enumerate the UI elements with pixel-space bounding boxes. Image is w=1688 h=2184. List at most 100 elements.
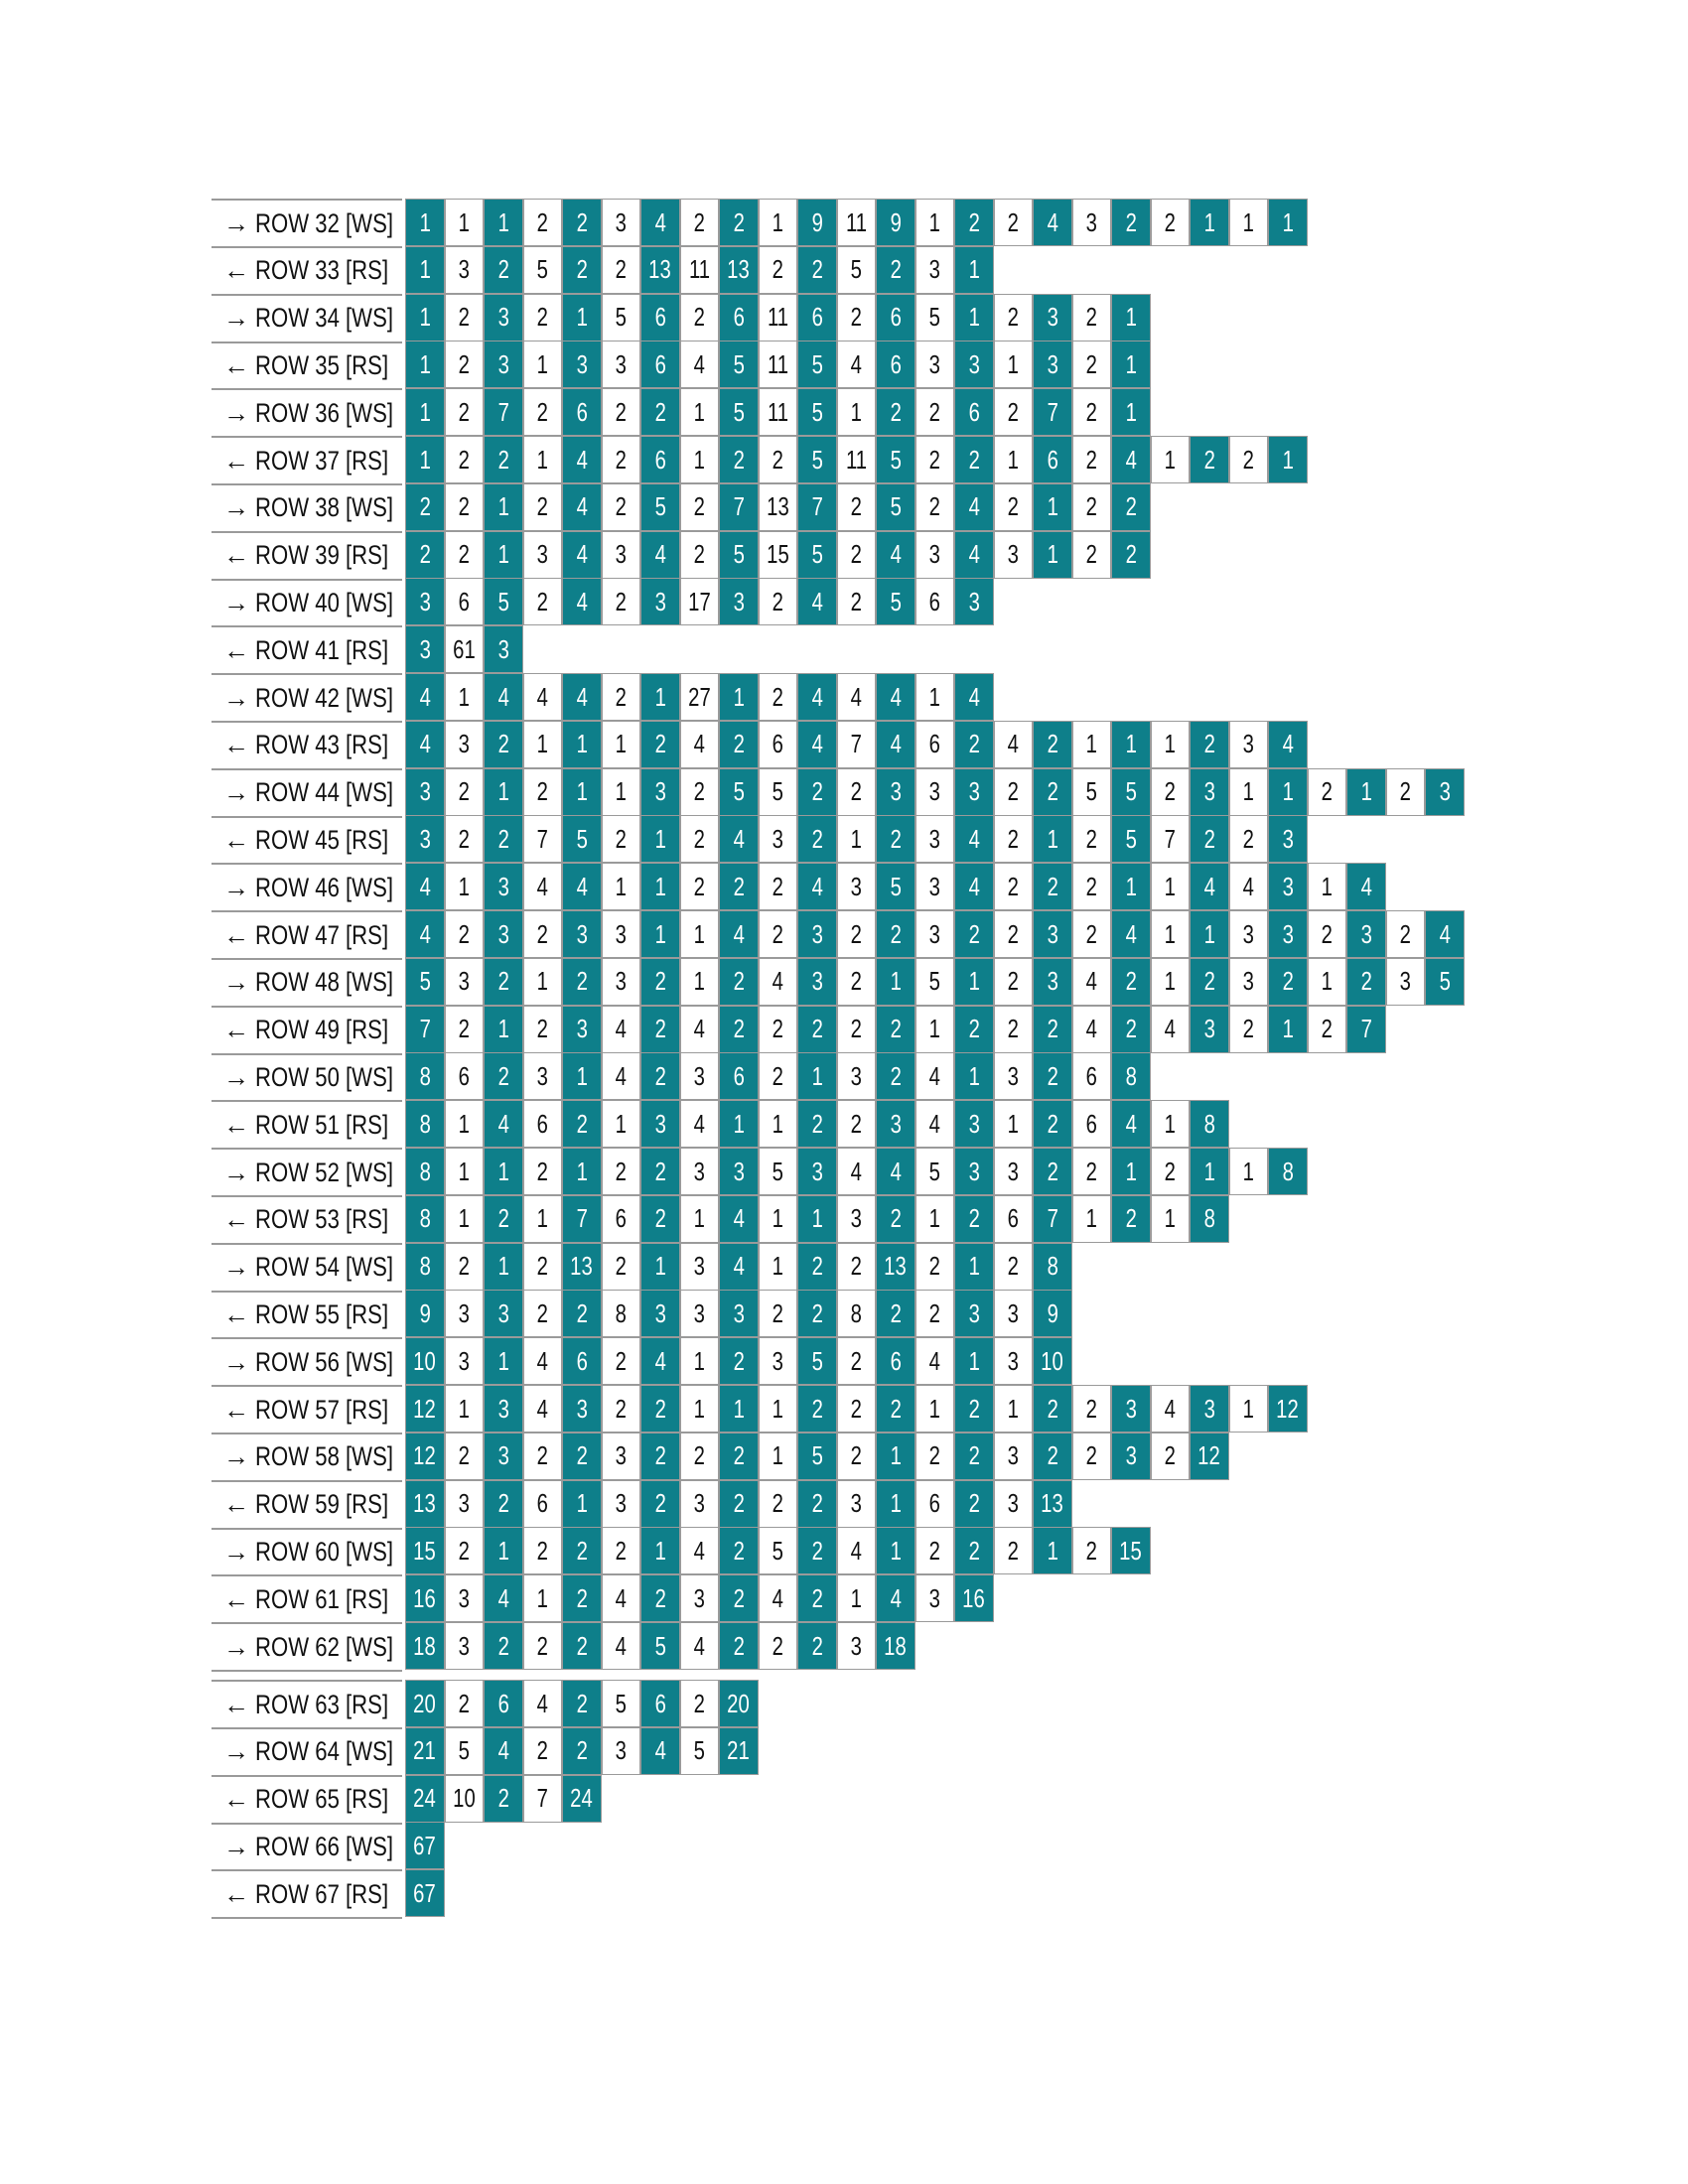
stitch-count-cell: 3 [914,767,954,816]
stitch-count-cell: 3 [993,1479,1033,1528]
stitch-count-cell: 2 [601,815,640,864]
stitch-count-cell: 3 [405,767,445,816]
stitch-count-cell: 2 [1150,199,1190,246]
stitch-count: 2 [928,1251,940,1282]
stitch-count-cell: 2 [601,245,640,294]
stitch-count: 5 [1439,966,1451,997]
stitch-count: 1 [654,871,666,901]
stitch-count: 15 [766,539,789,570]
stitch-count-cell: 2 [640,1385,680,1433]
stitch-count-cell: 2 [522,1622,562,1670]
stitch-count: 4 [536,681,548,712]
stitch-count: 2 [1203,729,1215,759]
stitch-count: 27 [687,681,711,712]
stitch-count-cell: 4 [522,1680,562,1727]
stitch-count: 4 [733,1203,745,1234]
stitch-count-cell: 2 [993,199,1033,246]
stitch-count: 4 [536,1688,548,1718]
stitch-count: 2 [536,1251,548,1282]
stitch-count-cell: 1 [914,673,954,721]
stitch-count: 2 [1242,444,1254,475]
stitch-count: 67 [413,1830,437,1860]
stitch-count-cell: 1 [914,1194,954,1243]
stitch-count-cell: 1 [405,293,445,341]
stitch-count: 2 [654,966,666,997]
stitch-count: 9 [811,206,823,237]
stitch-count-cell: 27 [679,673,719,721]
stitch-count: 4 [733,918,745,949]
stitch-count: 2 [536,1535,548,1566]
stitch-count-cell: 7 [1033,1194,1072,1243]
stitch-count-cell: 2 [562,1574,602,1623]
stitch-count-cell: 2 [484,957,523,1006]
stitch-count-cell: 4 [954,482,994,531]
stitch-count-cell: 1 [444,1148,484,1195]
stitch-count-cell: 1 [954,957,994,1006]
stitch-count: 1 [890,966,902,997]
stitch-count-cell: 2 [876,1194,915,1243]
stitch-count: 2 [772,918,783,949]
stitch-count-cell: 3 [876,767,915,816]
stitch-count: 3 [1242,729,1254,759]
stitch-count-cell: 2 [1111,1005,1151,1053]
stitch-count: 2 [1360,966,1372,997]
stitch-count: 1 [1321,871,1333,901]
stitch-count: 1 [654,1251,666,1282]
stitch-count-cell: 9 [1033,1290,1072,1338]
row-label: ← ROW 59 [RS] [211,1480,402,1530]
stitch-count-cell: 2 [758,436,797,483]
stitch-count: 2 [1047,1393,1058,1424]
stitch-count-cell: 1 [444,1100,484,1149]
stitch-count-cell: 2 [797,245,837,294]
stitch-count-cell: 3 [444,1479,484,1528]
stitch-count-cell: 4 [1111,1100,1151,1149]
stitch-count-cell: 20 [405,1680,445,1727]
arrow-right-icon: → [223,303,249,334]
stitch-count-cell: 5 [836,245,876,294]
stitch-count-cell: 3 [993,530,1033,579]
stitch-count: 3 [458,1582,470,1613]
row-label-text: ROW 36 [WS] [255,397,394,428]
stitch-count-cell: 1 [679,1337,719,1386]
stitch-count-cell: 2 [719,1574,759,1623]
stitch-count: 1 [968,966,980,997]
stitch-count: 2 [1047,871,1058,901]
stitch-count-cell: 6 [914,578,954,626]
row-label-text: ROW 61 [RS] [255,1583,389,1614]
stitch-count: 2 [1125,539,1137,570]
stitch-count-cell: 3 [562,1005,602,1053]
stitch-count: 2 [733,1630,745,1661]
arrow-left-icon: ← [223,1204,249,1235]
stitch-count: 2 [1164,1440,1176,1471]
stitch-count: 5 [576,823,588,854]
row-label: → ROW 66 [WS] [211,1822,402,1872]
stitch-count: 2 [733,206,745,237]
stitch-count-cell: 13 [1033,1479,1072,1528]
stitch-count: 4 [615,1014,627,1044]
stitch-count: 3 [419,823,431,854]
stitch-count: 4 [928,1060,940,1091]
stitch-count-cell: 2 [562,1622,602,1670]
stitch-count-cell: 16 [954,1574,994,1623]
stitch-count: 1 [419,254,431,285]
stitch-count-cell: 4 [954,863,994,911]
stitch-count-cell: 3 [562,341,602,389]
stitch-count: 13 [727,254,751,285]
stitch-count: 2 [1047,1060,1058,1091]
stitch-count-cell: 3 [954,578,994,626]
stitch-count: 2 [811,254,823,285]
stitch-count-cell: 5 [797,341,837,389]
stitch-count-cell: 1 [679,436,719,483]
stitch-count: 18 [884,1630,908,1661]
stitch-count-cell: 1 [758,1194,797,1243]
stitch-count-cell: 3 [601,530,640,579]
arrow-right-icon: → [223,397,249,428]
stitch-count: 2 [811,1297,823,1328]
stitch-count: 2 [1085,491,1097,522]
stitch-count-cell: 2 [993,910,1033,958]
row-label-text: ROW 43 [RS] [255,730,389,760]
stitch-count: 2 [890,918,902,949]
stitch-count-cell: 5 [1111,815,1151,864]
stitch-count: 1 [968,1060,980,1091]
